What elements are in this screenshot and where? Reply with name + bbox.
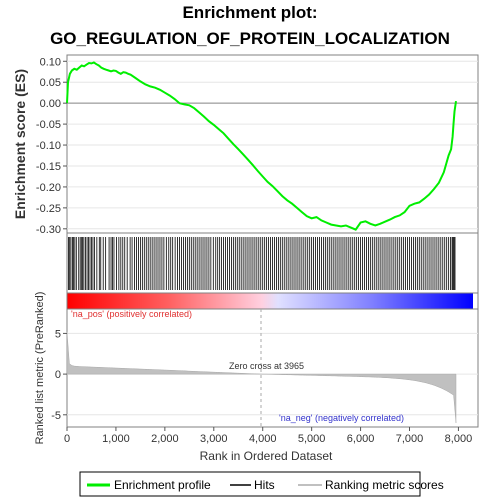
zero-cross-label: Zero cross at 3965 [229,361,304,371]
rank-y-tick-label: 5 [55,328,61,340]
rank-panel-frame [66,308,479,428]
x-tick-label: 3,000 [200,433,228,445]
neg-correlated-label: 'na_neg' (negatively correlated) [279,413,404,423]
es-y-tick-label: 0.05 [40,77,61,89]
es-panel-frame [66,54,479,234]
x-axis-label: Rank in Ordered Dataset [200,449,333,463]
legend-box [79,471,421,497]
chart-title-line2: GO_REGULATION_OF_PROTEIN_LOCALIZATION [50,29,450,48]
legend-ranking-label: Ranking metric scores [325,478,444,492]
x-tick-label: 5,000 [298,433,326,445]
x-tick-label: 1,000 [102,433,130,445]
ranking-metric-area [66,331,457,423]
chart-title-line1: Enrichment plot: [182,3,318,22]
rank-y-tick-label: -5 [51,410,61,422]
pos-correlated-label: 'na_pos' (positively correlated) [71,309,192,319]
es-y-tick-label: -0.10 [36,140,61,152]
es-y-ticks: 0.10 0.05 0.00 -0.05 -0.10 -0.15 -0.20 -0.25 -0.… [36,56,67,236]
es-y-axis-label: Enrichment score (ES) [12,69,28,219]
rank-color-bar [67,293,473,309]
x-axis-ticks: 0 1,000 2,000 3,000 4,000 5,000 6,000 7,000 8,00… [64,427,472,445]
es-y-tick-label: -0.05 [36,119,61,131]
es-y-tick-label: 0.10 [40,56,61,68]
x-tick-label: 6,000 [347,433,375,445]
x-tick-label: 4,000 [249,433,277,445]
rank-y-tick-label: 0 [55,369,61,381]
x-tick-label: 0 [64,433,70,445]
es-y-tick-label: -0.15 [36,161,61,173]
x-tick-label: 2,000 [151,433,179,445]
x-tick-label: 8,000 [445,433,473,445]
enrichment-profile-line [66,61,457,231]
es-y-tick-label: -0.30 [36,224,61,236]
es-y-tick-label: -0.25 [36,203,61,215]
rank-y-axis-label: Ranked list metric (PreRanked) [34,292,46,445]
es-y-tick-label: -0.20 [36,182,61,194]
x-tick-label: 7,000 [396,433,424,445]
legend-enrichment-label: Enrichment profile [114,478,211,492]
legend-hits-label: Hits [254,478,275,492]
rank-y-ticks: 5 0 -5 [51,328,67,422]
es-y-tick-label: 0.00 [40,98,61,110]
hit-markers [68,237,456,290]
